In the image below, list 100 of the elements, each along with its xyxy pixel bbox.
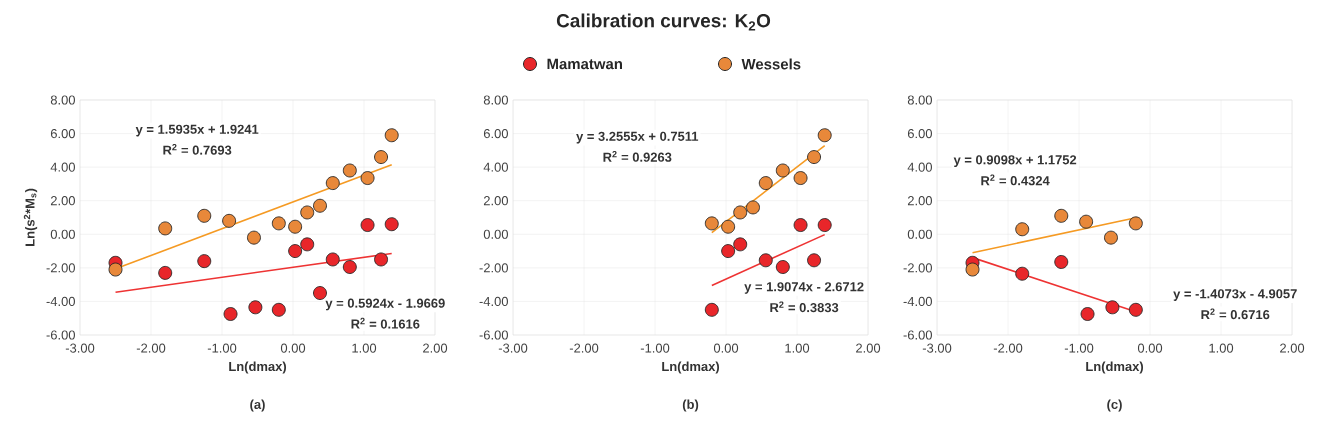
x-tick-label: 0.00 [280, 343, 306, 353]
point [108, 262, 123, 277]
y-tick-label: 6.00 [907, 128, 932, 139]
y-tick-label: -4.00 [479, 296, 508, 307]
point [1104, 230, 1118, 245]
point [360, 171, 375, 185]
x-tick-label: -1.00 [207, 343, 237, 353]
x-tick-label: -1.00 [640, 343, 670, 353]
point [313, 198, 327, 213]
x-tick-label: -3.00 [65, 343, 95, 353]
point [342, 260, 357, 274]
y-tick-label: 8.00 [483, 95, 508, 105]
x-tick-label: 1.00 [785, 343, 810, 353]
point [1054, 255, 1069, 269]
annotation: y = 0.5924x - 1.9669 [325, 298, 445, 311]
point [1015, 266, 1030, 281]
annotation: R$^{2}$ = 0.3833 [770, 301, 839, 313]
point [704, 216, 719, 231]
point [1015, 222, 1030, 237]
point [197, 254, 212, 269]
x-tick-label: -2.00 [993, 343, 1023, 353]
y-tick-label: 0.00 [50, 229, 75, 239]
legend-label: Wessels [741, 58, 801, 70]
point [222, 213, 237, 228]
y-axis-title: Ln(s$^{2}$*M$_{s}$) [23, 188, 38, 246]
point [384, 128, 399, 143]
point [342, 163, 357, 178]
point [325, 252, 340, 267]
y-tick-label: -2.00 [479, 263, 508, 273]
point [288, 219, 303, 234]
point [374, 150, 388, 165]
x-axis-title: Ln(dmax) [662, 361, 720, 374]
x-tick-label: 0.00 [713, 343, 739, 353]
y-tick-label: 0.00 [907, 229, 932, 239]
y-tick-label: 4.00 [907, 162, 932, 172]
point [733, 205, 748, 220]
x-tick-label: 1.00 [352, 343, 377, 353]
point [704, 302, 719, 317]
point [775, 163, 790, 178]
x-tick-label: 0.00 [1137, 343, 1163, 353]
point [733, 237, 748, 252]
annotation: y = -1.4073x - 4.9057 [1173, 289, 1297, 301]
point [271, 216, 286, 231]
y-tick-label: 2.00 [907, 196, 932, 206]
text: (b) [682, 399, 699, 412]
chart-title: Calibration curves: K$_{2}$O [556, 13, 771, 31]
point [313, 286, 327, 300]
annotation: R$^{2}$ = 0.1616 [351, 317, 420, 329]
point [271, 302, 286, 317]
point [807, 150, 822, 165]
point [746, 200, 760, 215]
y-tick-label: -2.00 [903, 263, 932, 273]
y-tick-label: 6.00 [483, 128, 508, 139]
y-tick-label: 4.00 [50, 162, 75, 172]
point [807, 253, 822, 268]
point [158, 221, 173, 236]
point [758, 253, 773, 268]
y-tick-label: 2.00 [483, 196, 508, 206]
y-tick-label: -4.00 [46, 296, 75, 307]
x-tick-label: -3.00 [498, 343, 528, 353]
point [325, 176, 340, 191]
y-tick-label: -4.00 [903, 296, 932, 307]
point [965, 262, 980, 277]
point [817, 128, 832, 143]
y-tick-label: -2.00 [46, 263, 75, 273]
y-tick-label: -6.00 [46, 330, 75, 340]
annotation: y = 1.5935x + 1.9241 [135, 124, 259, 137]
point [300, 205, 315, 220]
point [384, 217, 399, 232]
x-tick-label: -1.00 [1064, 343, 1094, 353]
point [158, 265, 173, 280]
point [223, 307, 238, 321]
annotation: R$^{2}$ = 0.7693 [163, 143, 232, 155]
annotation: y = 3.2555x + 0.7511 [576, 131, 699, 144]
point [721, 219, 736, 234]
y-tick-label: -6.00 [903, 330, 932, 340]
point [197, 208, 212, 223]
x-tick-label: -2.00 [569, 343, 599, 353]
text: (a) [250, 399, 265, 412]
y-tick-label: 2.00 [50, 196, 75, 206]
point [1105, 300, 1120, 315]
x-axis-title: Ln(dmax) [1086, 361, 1144, 374]
point [1079, 214, 1094, 229]
point [1054, 208, 1069, 223]
annotation: y = 0.9098x + 1.1752 [953, 155, 1077, 167]
point [288, 244, 303, 259]
point [374, 252, 388, 267]
text: (c) [1107, 399, 1122, 412]
annotation: R$^{2}$ = 0.6716 [1201, 308, 1270, 320]
point [793, 218, 808, 232]
legend-label: Mamatwan [547, 58, 622, 70]
x-tick-label: 1.00 [1209, 343, 1234, 353]
annotation: R$^{2}$ = 0.4324 [981, 174, 1050, 186]
x-axis-title: Ln(dmax) [229, 361, 287, 374]
y-tick-label: 0.00 [483, 229, 508, 239]
point [775, 260, 790, 274]
point [1128, 302, 1143, 317]
point [721, 244, 736, 259]
x-tick-label: 2.00 [423, 343, 448, 353]
point [247, 230, 261, 245]
